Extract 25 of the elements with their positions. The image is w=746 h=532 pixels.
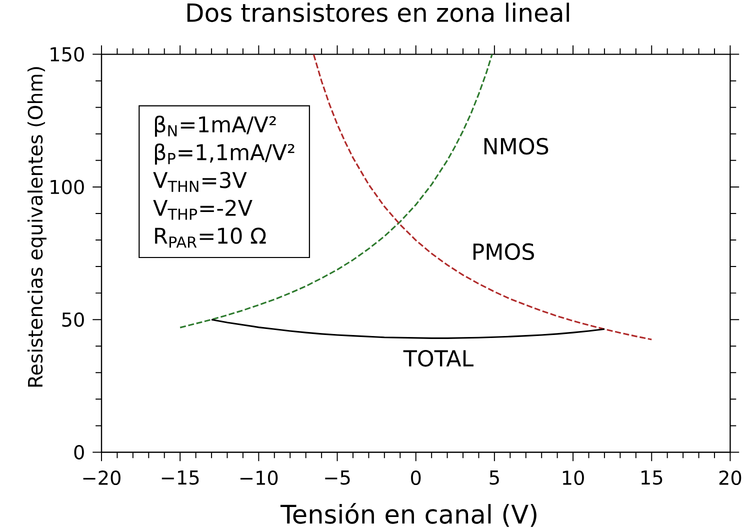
x-tick-label: −10 <box>240 470 278 485</box>
x-tick-label: −15 <box>162 470 199 485</box>
x-tick-label: 5 <box>490 470 499 485</box>
y-tick-label: 100 <box>50 180 84 194</box>
x-tick-label: 15 <box>642 470 662 485</box>
y-tick-label: 0 <box>74 444 84 460</box>
chart-title: Dos transistores en zona lineal <box>187 2 569 22</box>
x-axis-title: Tensión en canal (V) <box>280 502 536 527</box>
x-tick-label: −5 <box>325 470 350 485</box>
annotation: V$_{THP}$=-2V <box>153 200 252 220</box>
x-tick-label: 0 <box>411 470 421 485</box>
x-tick-label: 20 <box>719 470 742 485</box>
y-tick-label: 150 <box>50 46 84 62</box>
annotation: β$_{P}$=1,1mA/V² <box>155 143 294 164</box>
line-series <box>312 54 652 340</box>
annotation: β$_{N}$=1mA/V² <box>155 116 276 137</box>
annotation: V$_{THN}$=3V <box>153 172 247 192</box>
series-label: NMOS <box>484 138 548 154</box>
y-axis-title: Resistencias equivalentes (Ohm) <box>27 67 47 386</box>
x-tick-label: 10 <box>562 470 584 485</box>
annotation: R$_{PAR}$=10 Ω <box>155 227 266 248</box>
y-tick-label: 50 <box>62 312 84 327</box>
series-label: PMOS <box>473 243 534 260</box>
x-tick-label: −20 <box>83 470 120 485</box>
series-label: TOTAL <box>403 350 474 367</box>
